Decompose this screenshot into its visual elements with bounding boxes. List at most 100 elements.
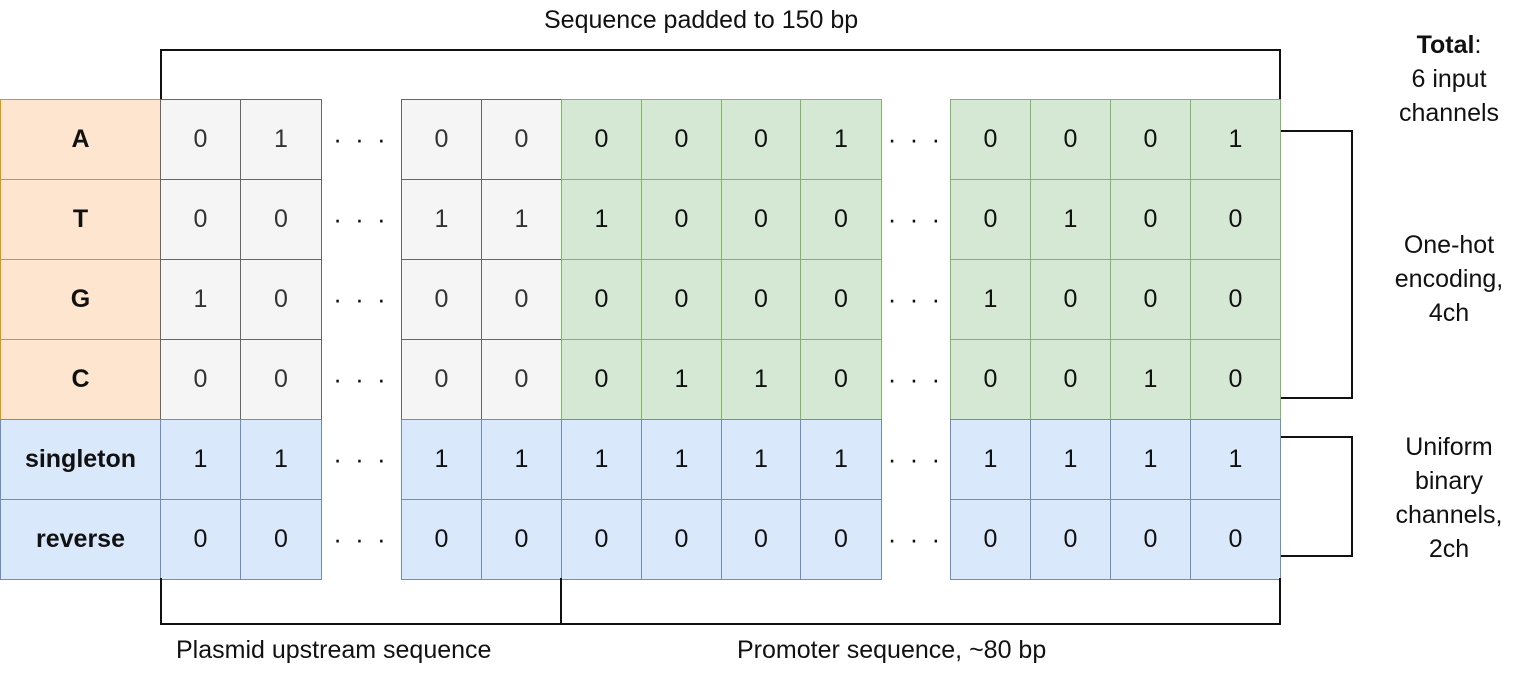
grid-cell: 1	[240, 419, 322, 500]
grid-cell: 0	[950, 179, 1031, 260]
grid-cell: 1	[561, 179, 642, 260]
grid-cell: 0	[721, 259, 801, 340]
grid-cell: 0	[1190, 179, 1281, 260]
grid-cell: 0	[721, 99, 801, 180]
promoter-bracket	[560, 578, 1281, 625]
grid-cell: 1	[641, 339, 722, 420]
grid-cell: 0	[160, 99, 241, 180]
onehot-line-2: encoding,	[1394, 265, 1504, 293]
grid-cell: 0	[950, 99, 1031, 180]
uniform-line-4: 2ch	[1428, 535, 1470, 563]
grid-cell: 0	[641, 259, 722, 340]
grid-cell: 1	[160, 419, 241, 500]
total-heading: Total	[1416, 31, 1475, 59]
grid-cell: 0	[481, 259, 562, 340]
ellipsis-dots: · · ·	[333, 443, 389, 474]
row-label-a: A	[0, 99, 161, 180]
ellipsis-dots: · · ·	[887, 523, 944, 554]
grid-cell: 0	[1110, 99, 1191, 180]
ellipsis-dots: · · ·	[333, 283, 389, 314]
grid-cell: 0	[950, 339, 1031, 420]
grid-cell: 1	[1190, 99, 1281, 180]
grid-cell: 0	[1110, 179, 1191, 260]
grid-cell: 0	[160, 499, 241, 580]
ellipsis-dots: · · ·	[333, 363, 389, 394]
grid-cell: 1	[481, 179, 562, 260]
grid-cell: 0	[481, 499, 562, 580]
grid-cell: 0	[1190, 499, 1281, 580]
grid-cell: 0	[240, 259, 322, 340]
grid-cell: 0	[1190, 339, 1281, 420]
grid-cell: 1	[1030, 419, 1111, 500]
ellipsis-dots: · · ·	[333, 123, 389, 154]
grid-cell: 0	[160, 179, 241, 260]
grid-cell: 0	[240, 179, 322, 260]
uniform-note: Uniform binary channels, 2ch	[1384, 430, 1514, 566]
grid-cell: 0	[481, 99, 562, 180]
grid-cell: 0	[1030, 339, 1111, 420]
diagram-title: Sequence padded to 150 bp	[544, 6, 859, 34]
grid-cell: 0	[401, 339, 482, 420]
onehot-line-1: One-hot	[1403, 231, 1495, 259]
grid-cell: 0	[160, 339, 241, 420]
grid-cell: 1	[721, 339, 801, 420]
grid-cell: 0	[1190, 259, 1281, 340]
promoter-sequence-label: Promoter sequence, ~80 bp	[737, 636, 1047, 664]
grid-cell: 1	[950, 419, 1031, 500]
grid-cell: 0	[1110, 499, 1191, 580]
grid-cell: 1	[160, 259, 241, 340]
top-span-bracket	[160, 49, 1281, 99]
grid-cell: 0	[1030, 99, 1111, 180]
grid-cell: 0	[800, 339, 882, 420]
onehot-note: One-hot encoding, 4ch	[1384, 228, 1514, 330]
ellipsis-dots: · · ·	[333, 523, 389, 554]
grid-cell: 1	[1110, 419, 1191, 500]
ellipsis-dots: · · ·	[887, 283, 944, 314]
grid-cell: 1	[721, 419, 801, 500]
uniform-line-3: channels,	[1395, 501, 1503, 529]
row-label-singleton: singleton	[0, 419, 161, 500]
ellipsis-dots: · · ·	[887, 123, 944, 154]
grid-cell: 1	[1190, 419, 1281, 500]
grid-cell: 0	[800, 259, 882, 340]
grid-cell: 0	[1110, 259, 1191, 340]
ellipsis-dots: · · ·	[887, 443, 944, 474]
uniform-line-1: Uniform	[1405, 433, 1493, 461]
grid-cell: 0	[641, 99, 722, 180]
binary-bracket	[1281, 436, 1353, 557]
uniform-line-2: binary	[1414, 467, 1484, 495]
grid-cell: 1	[1030, 179, 1111, 260]
grid-cell: 0	[401, 259, 482, 340]
total-note: Total: 6 input channels	[1384, 28, 1514, 130]
grid-cell: 1	[481, 419, 562, 500]
row-label-g: G	[0, 259, 161, 340]
grid-cell: 0	[1030, 499, 1111, 580]
grid-cell: 0	[561, 499, 642, 580]
plasmid-upstream-label: Plasmid upstream sequence	[176, 636, 492, 664]
grid-cell: 0	[481, 339, 562, 420]
row-label-c: C	[0, 339, 161, 420]
grid-cell: 1	[800, 419, 882, 500]
ellipsis-dots: · · ·	[333, 203, 389, 234]
grid-cell: 0	[561, 259, 642, 340]
onehot-line-3: 4ch	[1428, 299, 1470, 327]
row-label-t: T	[0, 179, 161, 260]
onehot-bracket	[1281, 130, 1353, 399]
plasmid-bracket	[160, 578, 562, 625]
grid-cell: 1	[561, 419, 642, 500]
grid-cell: 0	[240, 499, 322, 580]
grid-cell: 0	[800, 179, 882, 260]
grid-cell: 0	[641, 499, 722, 580]
grid-cell: 0	[721, 499, 801, 580]
grid-cell: 1	[641, 419, 722, 500]
total-colon: :	[1474, 31, 1482, 59]
grid-cell: 1	[950, 259, 1031, 340]
ellipsis-dots: · · ·	[887, 363, 944, 394]
grid-cell: 0	[561, 99, 642, 180]
total-line-2: channels	[1398, 99, 1500, 127]
grid-cell: 0	[641, 179, 722, 260]
grid-cell: 0	[401, 99, 482, 180]
total-line-1: 6 input	[1411, 65, 1487, 93]
row-label-reverse: reverse	[0, 499, 161, 580]
grid-cell: 0	[1030, 259, 1111, 340]
